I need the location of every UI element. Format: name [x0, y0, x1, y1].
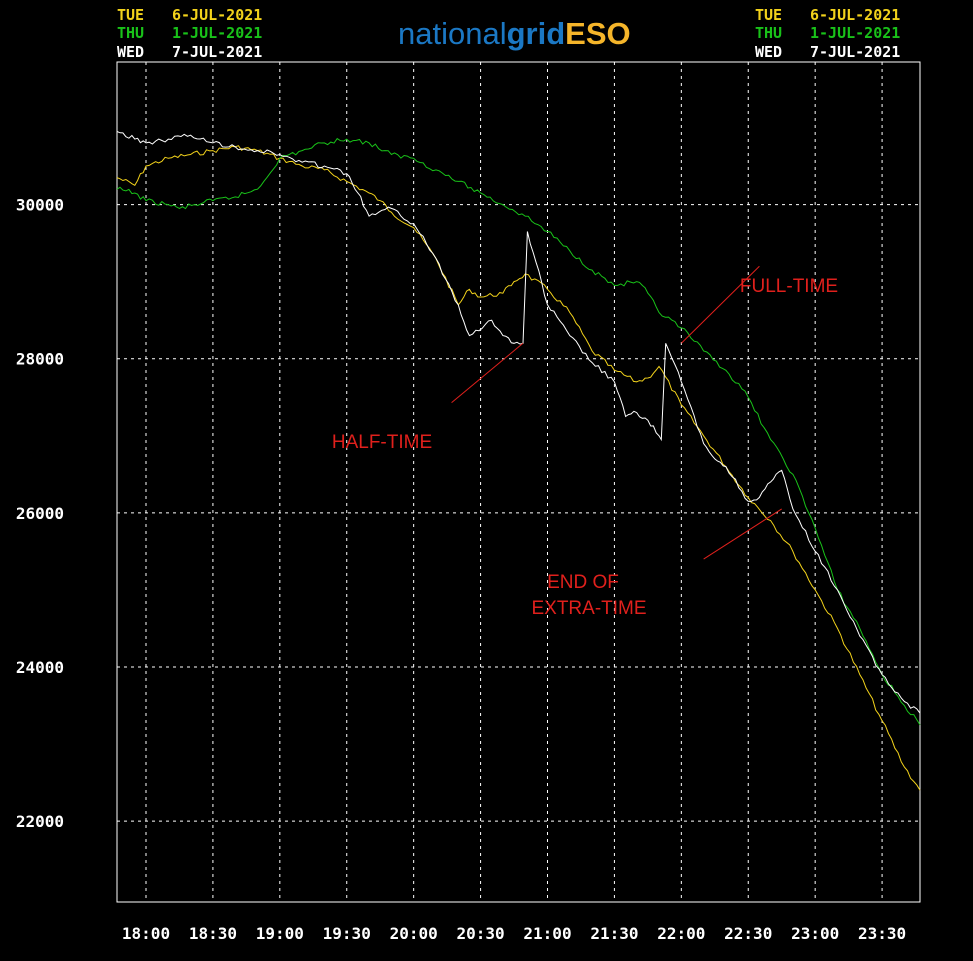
legend-left-day-2: THU	[117, 24, 144, 42]
series-lines	[116, 130, 921, 791]
legend-left-day-3: WED	[117, 43, 144, 61]
y-tick-label: 30000	[16, 196, 64, 215]
x-tick-label: 18:00	[122, 924, 170, 943]
legend-left: TUE 6-JUL-2021 THU 1-JUL-2021 WED 7-JUL-…	[117, 6, 262, 61]
x-tick-label: 19:30	[323, 924, 371, 943]
logo-grid: grid	[507, 16, 566, 51]
legend-right-day-1: TUE	[755, 6, 782, 24]
x-tick-label: 20:00	[390, 924, 438, 943]
annotation-pointer-2	[680, 265, 760, 344]
legend-right-date-1: 6-JUL-2021	[810, 6, 900, 24]
x-tick-label: 20:30	[456, 924, 504, 943]
plot-frame	[116, 61, 921, 903]
x-tick-label: 21:00	[523, 924, 571, 943]
x-tick-label: 22:00	[657, 924, 705, 943]
legend-right-date-3: 7-JUL-2021	[810, 43, 900, 61]
y-tick-label: 22000	[16, 812, 64, 831]
logo-national: national	[398, 16, 507, 51]
y-tick-label: 28000	[16, 350, 64, 369]
national-grid-eso-logo: nationalgridESO	[398, 16, 631, 51]
x-tick-label: 23:30	[858, 924, 906, 943]
legend-left-date-3: 7-JUL-2021	[172, 43, 262, 61]
annotation-half-time: HALF-TIME	[332, 432, 432, 453]
legend-right-day-2: THU	[755, 24, 782, 42]
legend-left-date-2: 1-JUL-2021	[172, 24, 262, 42]
annotation-pointer-1	[451, 342, 524, 404]
legend-left-day-1: TUE	[117, 6, 144, 24]
x-tick-label: 18:30	[189, 924, 237, 943]
series-line-2	[116, 137, 921, 726]
annotation-end-of: END OF	[547, 572, 619, 593]
legend-right-date-2: 1-JUL-2021	[810, 24, 900, 42]
x-tick-label: 19:00	[256, 924, 304, 943]
annotations: HALF-TIME FULL-TIME END OF EXTRA-TIME	[332, 276, 838, 619]
legend-right: TUE 6-JUL-2021 THU 1-JUL-2021 WED 7-JUL-…	[755, 6, 900, 61]
x-tick-label: 23:00	[791, 924, 839, 943]
annotation-pointers	[451, 265, 782, 560]
annotation-pointer-3	[703, 508, 782, 560]
y-tick-label: 26000	[16, 504, 64, 523]
grid-lines	[117, 62, 920, 902]
annotation-full-time: FULL-TIME	[740, 276, 838, 297]
logo-eso: ESO	[565, 16, 630, 51]
annotation-extra-time: EXTRA-TIME	[531, 598, 646, 619]
y-tick-label: 24000	[16, 658, 64, 677]
x-tick-label: 22:30	[724, 924, 772, 943]
x-tick-label: 21:30	[590, 924, 638, 943]
legend-left-date-1: 6-JUL-2021	[172, 6, 262, 24]
series-line-3	[116, 130, 921, 714]
x-tick-labels: 18:00 18:30 19:00 19:30 20:00 20:30 21:00 21:30…	[122, 924, 906, 943]
series-line-1	[116, 145, 921, 791]
legend-right-day-3: WED	[755, 43, 782, 61]
y-tick-labels: 22000 24000 26000 28000 30000	[16, 196, 64, 832]
